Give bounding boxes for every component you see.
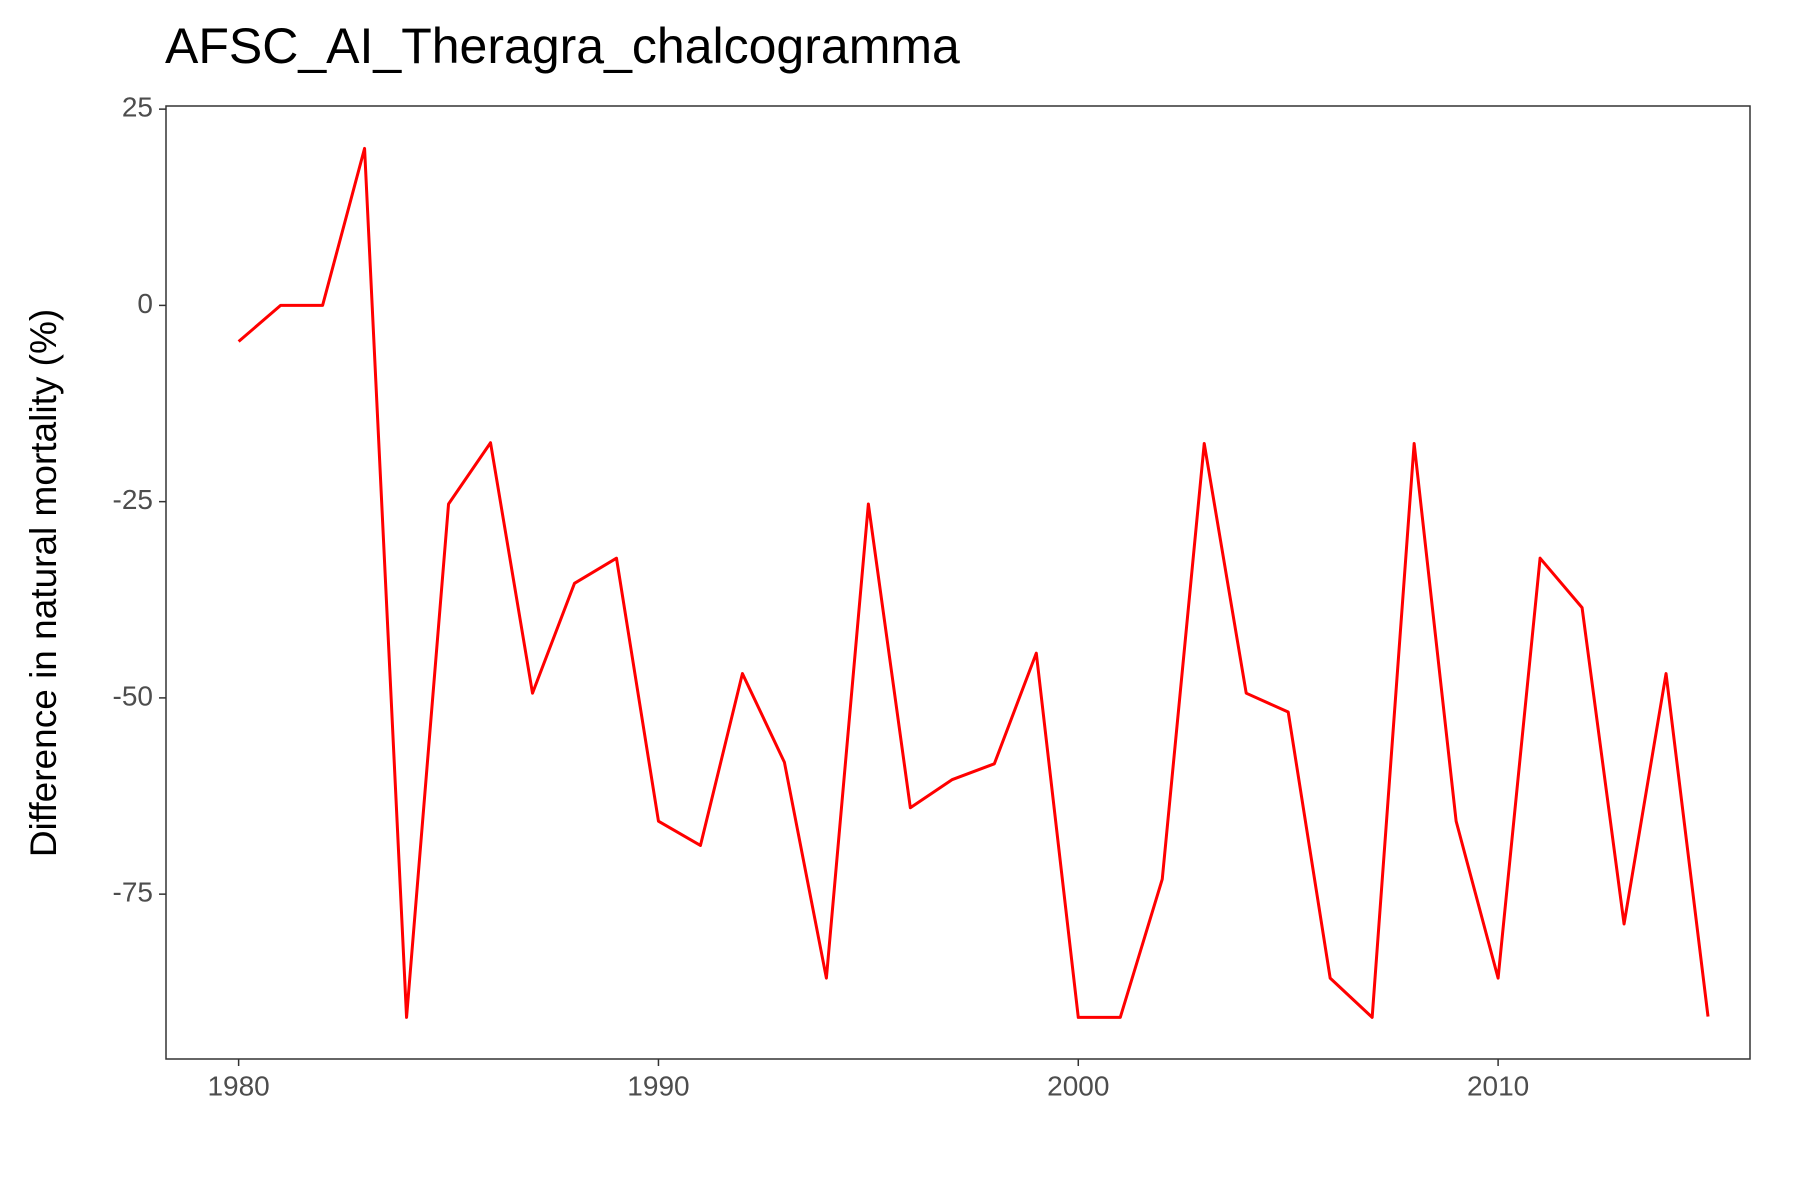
y-tick-label: -50 bbox=[113, 680, 153, 711]
x-tick-label: 2000 bbox=[1047, 1070, 1109, 1101]
chart-title: AFSC_AI_Theragra_chalcogramma bbox=[165, 18, 960, 74]
x-tick-label: 1980 bbox=[207, 1070, 269, 1101]
y-tick-label: -25 bbox=[113, 484, 153, 515]
x-tick-label: 2010 bbox=[1467, 1070, 1529, 1101]
y-tick-label: 25 bbox=[122, 92, 153, 123]
y-tick-label: 0 bbox=[137, 288, 153, 319]
y-tick-label: -75 bbox=[113, 877, 153, 908]
y-axis-title: Difference in natural mortality (%) bbox=[23, 309, 64, 857]
panel-border bbox=[165, 105, 1751, 1060]
x-tick-label: 1990 bbox=[627, 1070, 689, 1101]
data-line bbox=[237, 146, 1710, 1019]
